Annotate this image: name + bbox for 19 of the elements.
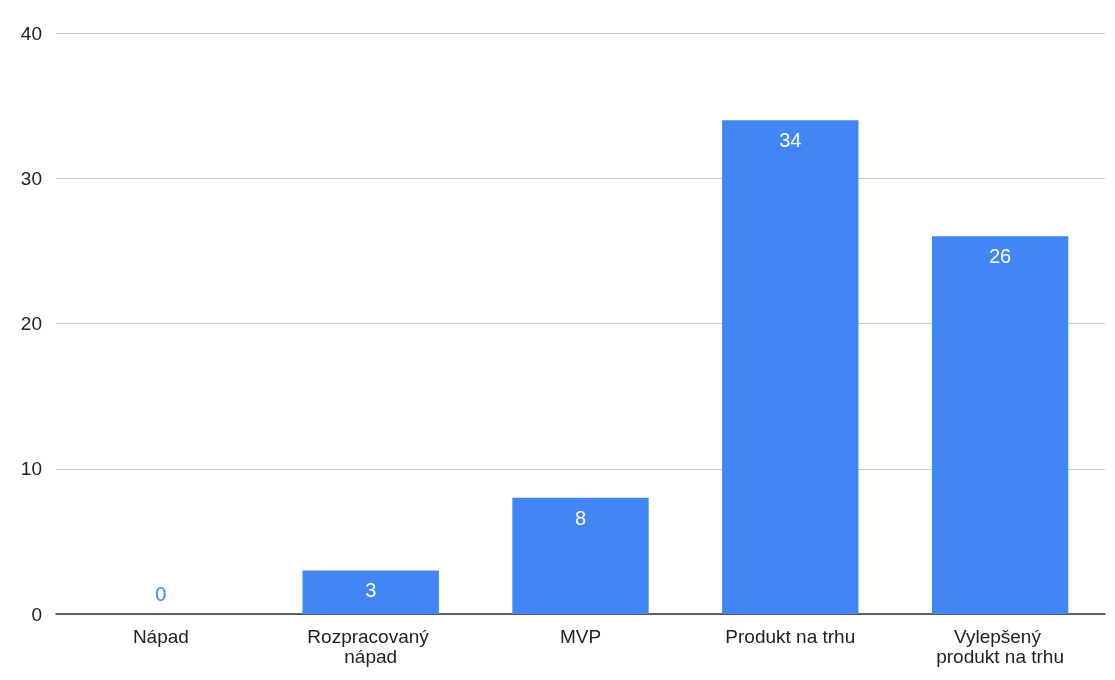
data-label: 8 xyxy=(574,506,587,529)
y-tick-label: 0 xyxy=(31,603,42,625)
data-label: 26 xyxy=(988,245,1012,268)
y-tick-label: 40 xyxy=(20,22,42,44)
data-label: 3 xyxy=(365,579,377,602)
data-label: 0 xyxy=(155,583,167,605)
x-tick-label: Vylepšený produkt na trhu xyxy=(936,625,1065,667)
data-label: 34 xyxy=(779,129,802,152)
y-tick-label: 10 xyxy=(20,458,42,480)
x-tick-label: Nápad xyxy=(132,625,189,647)
bar xyxy=(512,497,649,614)
x-tick-label: MVP xyxy=(559,625,602,647)
bar xyxy=(302,570,439,614)
x-tick-label: Produkt na trhu xyxy=(725,625,856,647)
bar xyxy=(931,236,1069,614)
y-tick-label: 30 xyxy=(20,167,42,189)
y-tick-label: 20 xyxy=(20,313,42,334)
bar xyxy=(722,120,859,614)
x-tick-label: Rozpracovaný nápad xyxy=(307,625,435,667)
